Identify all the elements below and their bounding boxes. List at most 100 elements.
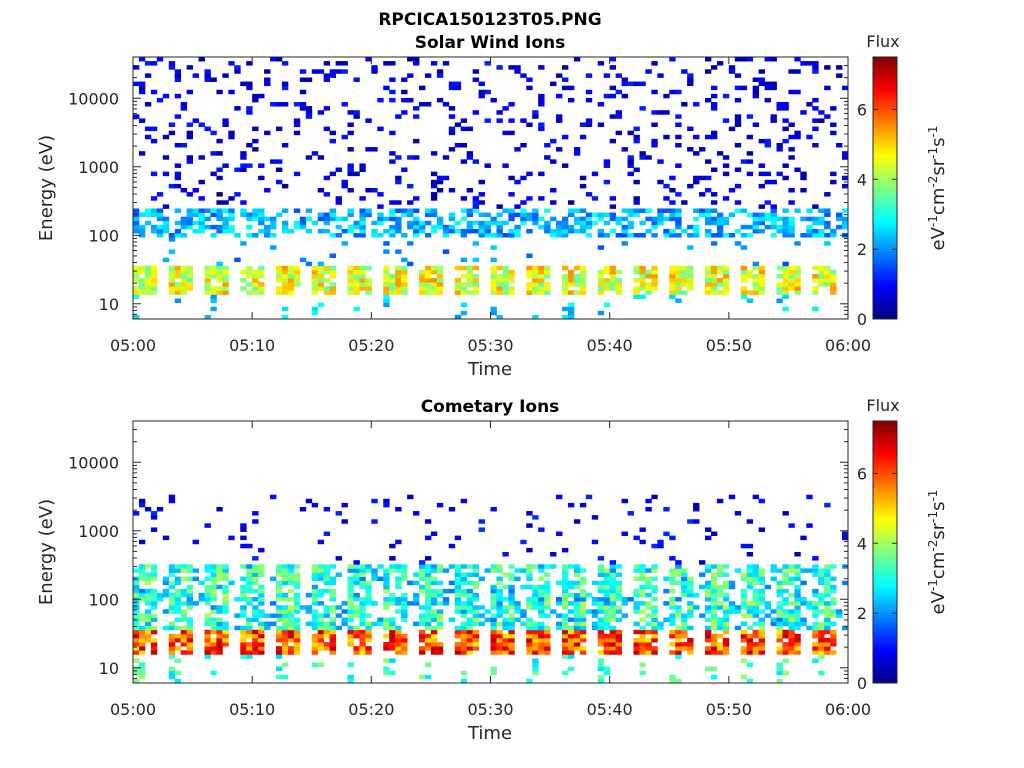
colorbar-units-part: -2 (926, 540, 940, 552)
heatmap-cell (830, 171, 837, 177)
heatmap-cell (627, 224, 634, 230)
heatmap-cell (138, 265, 146, 271)
heatmap-cell (419, 576, 426, 582)
heatmap-cell (353, 564, 360, 569)
heatmap-cell (311, 568, 319, 573)
heatmap-cell (252, 605, 259, 610)
heatmap-cell (192, 220, 199, 226)
heatmap-cell (174, 597, 182, 602)
heatmap-cell (806, 134, 813, 140)
heatmap-cell (675, 637, 682, 643)
heatmap-cell (722, 273, 730, 279)
heatmap-cell (407, 261, 414, 267)
heatmap-cell (192, 568, 199, 573)
heatmap-cell (633, 278, 640, 283)
heatmap-cell (550, 81, 557, 87)
heatmap-cell (246, 580, 253, 586)
heatmap-cell (311, 151, 319, 156)
heatmap-cell (490, 233, 497, 238)
heatmap-cell (210, 306, 217, 312)
heatmap-cell (782, 613, 789, 618)
heatmap-cell (562, 580, 569, 586)
colorbar-frame (872, 420, 898, 684)
heatmap-cell (317, 629, 325, 635)
heatmap-cell (353, 613, 360, 618)
heatmap-cell (186, 155, 193, 160)
heatmap-cell (752, 278, 760, 283)
heatmap-cell (317, 637, 325, 643)
heatmap-cell (240, 637, 247, 643)
heatmap-cell (734, 122, 742, 127)
heatmap-cell (341, 179, 348, 185)
heatmap-cell (419, 584, 426, 590)
heatmap-cell (133, 642, 140, 647)
heatmap-cell (150, 572, 158, 577)
heatmap-cell (669, 642, 676, 647)
heatmap-cell (794, 57, 801, 62)
heatmap-cell (347, 212, 354, 218)
heatmap-cell (818, 278, 825, 283)
heatmap-cell (734, 568, 742, 573)
heatmap-cell (359, 282, 366, 287)
heatmap-cell (174, 93, 182, 99)
heatmap-cell (138, 498, 146, 504)
colorbar-segment (873, 167, 897, 170)
heatmap-cell (782, 646, 789, 651)
heatmap-cell (740, 592, 748, 598)
heatmap-cell (258, 163, 265, 168)
x-tick-label: 05:40 (587, 700, 633, 719)
colorbar-segment (873, 434, 897, 438)
heatmap-cell (532, 278, 539, 283)
colorbar-segment (873, 572, 897, 576)
heatmap-cell (520, 568, 527, 573)
heatmap-cell (508, 212, 515, 218)
heatmap-cell (281, 564, 289, 569)
heatmap-cell (633, 646, 640, 651)
heatmap-cell (562, 564, 569, 569)
heatmap-cell (270, 102, 277, 107)
heatmap-cell (168, 568, 176, 573)
heatmap-cell (258, 642, 265, 647)
heatmap-cell (144, 625, 152, 631)
heatmap-cell (675, 220, 682, 226)
colorbar-segment (873, 122, 897, 126)
heatmap-cell (460, 592, 468, 598)
colorbar-segment (873, 182, 897, 186)
heatmap-cell (776, 662, 783, 668)
heatmap-cell (693, 605, 700, 610)
heatmap-cell (383, 633, 390, 639)
heatmap-cell (693, 102, 700, 107)
heatmap-cell (228, 134, 235, 140)
y-tick-label: 1000 (78, 158, 119, 177)
heatmap-cell (782, 650, 789, 655)
heatmap-cell (389, 278, 396, 283)
heatmap-cell (240, 592, 247, 598)
heatmap-cell (705, 233, 712, 238)
heatmap-cell (573, 605, 581, 610)
heatmap-cell (609, 57, 617, 62)
heatmap-cell (276, 666, 283, 672)
colorbar-segment (873, 243, 897, 246)
heatmap-cell (716, 625, 724, 631)
heatmap-cell (615, 216, 622, 222)
heatmap-cell (573, 220, 581, 226)
heatmap-cell (293, 130, 301, 136)
heatmap-cell (490, 568, 497, 573)
colorbar-segment (873, 677, 897, 681)
colorbar-segment (873, 502, 897, 506)
heatmap-cell (287, 286, 295, 291)
heatmap-cell (258, 609, 265, 614)
heatmap-cell (144, 61, 152, 66)
heatmap-cell (383, 249, 390, 254)
heatmap-cell (496, 650, 503, 655)
heatmap-cell (383, 572, 390, 577)
heatmap-cell (818, 601, 825, 606)
heatmap-cell (496, 220, 503, 226)
heatmap-cell (252, 97, 259, 103)
heatmap-cell (460, 564, 468, 569)
heatmap-cell (401, 576, 408, 582)
heatmap-cell (377, 192, 384, 197)
heatmap-cell (788, 646, 795, 651)
heatmap-cell (556, 494, 563, 500)
heatmap-cell (758, 265, 765, 271)
